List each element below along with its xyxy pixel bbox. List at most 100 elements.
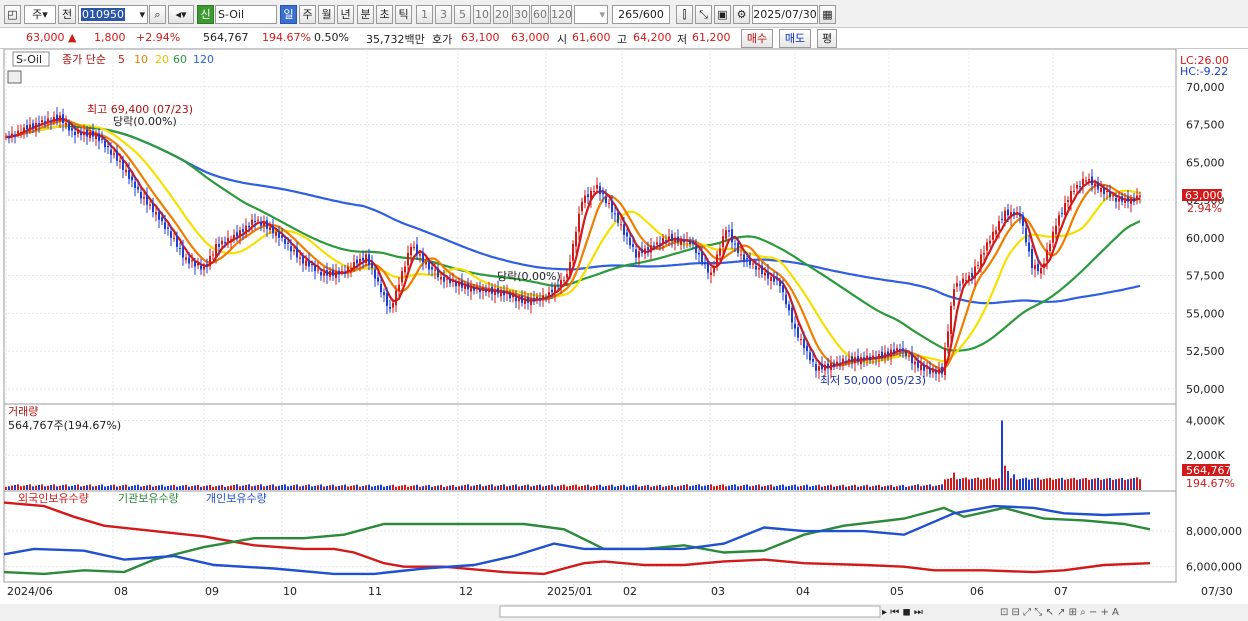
period-month[interactable]: 월 [318, 5, 335, 24]
volume-bar [1109, 477, 1111, 490]
candle-body [1019, 213, 1021, 217]
credit-badge[interactable]: 신 [197, 5, 214, 24]
candle-body [593, 191, 595, 192]
last-volume-tag [1182, 464, 1230, 476]
candle-body [191, 260, 193, 262]
volume-bar [200, 486, 202, 490]
interval-30[interactable]: 30 [512, 5, 530, 24]
buy-button[interactable]: 매수 [741, 29, 773, 48]
candle-body [272, 226, 274, 234]
interval-1[interactable]: 1 [416, 5, 433, 24]
date-field[interactable]: 2025/07/30 [752, 5, 818, 24]
code-input[interactable]: 010950 ▾ [78, 5, 148, 24]
volume-bar [635, 484, 637, 490]
interval-120[interactable]: 120 [550, 5, 572, 24]
candle-body [521, 295, 523, 303]
volume-bar [107, 485, 109, 490]
volume-bar [80, 486, 82, 490]
candle-body [1001, 218, 1003, 220]
candle-body [80, 132, 82, 136]
volume-bar [356, 484, 358, 490]
candle-body [677, 236, 679, 243]
candle-body [896, 348, 898, 351]
candle-body [863, 357, 865, 361]
volume-bar [884, 486, 886, 490]
name-field[interactable]: S-Oil [215, 5, 277, 24]
candle-body [659, 243, 661, 245]
candle-body [833, 363, 835, 367]
volume-bar [674, 486, 676, 490]
volume-bar [350, 485, 352, 490]
interval-5[interactable]: 5 [454, 5, 471, 24]
prev-button[interactable]: 전 [58, 5, 76, 24]
candle-body [392, 302, 394, 308]
volume-bar [110, 485, 112, 490]
period-minute[interactable]: 분 [357, 5, 374, 24]
interval-input[interactable]: ▾ [574, 5, 608, 24]
candle-body [29, 124, 31, 131]
candle-body [629, 237, 631, 246]
volume-bar [935, 485, 937, 490]
candle-body [518, 298, 520, 302]
search-icon[interactable]: ⌕ [149, 5, 166, 24]
speaker-icon[interactable]: ◂▾ [168, 5, 194, 24]
candle-body [149, 204, 151, 206]
candle-body [461, 280, 463, 288]
interval-20[interactable]: 20 [493, 5, 511, 24]
volume-bar [614, 486, 616, 490]
candle-body [845, 361, 847, 363]
candle-body [440, 277, 442, 280]
volume-bar [620, 485, 622, 490]
candle-body [302, 256, 304, 264]
volume-bar [1130, 478, 1132, 490]
volume-bar [215, 486, 217, 490]
layout-icon[interactable]: ◰ [4, 5, 21, 24]
interval-60[interactable]: 60 [531, 5, 549, 24]
sell-button[interactable]: 매도 [779, 29, 811, 48]
candle-body [623, 224, 625, 235]
volume-bar [497, 485, 499, 490]
candle-body [434, 269, 436, 271]
volume-bar [353, 485, 355, 490]
scroll-thumb[interactable] [499, 605, 881, 618]
volume-bar [134, 485, 136, 490]
candle-body [14, 134, 16, 136]
volume-bar [68, 486, 70, 490]
volume-bar [1052, 479, 1054, 490]
volume-bar [617, 486, 619, 490]
volume-bar [65, 484, 67, 490]
interval-10[interactable]: 10 [473, 5, 491, 24]
volume-bar [932, 486, 934, 490]
period-day[interactable]: 일 [280, 5, 297, 24]
volume-bar [14, 484, 16, 490]
scroll-controls-icon[interactable]: ▸ ⏮ ◼ ⏭ [882, 607, 923, 618]
candle-icon[interactable]: ⫿ [676, 5, 693, 24]
volume-bar [668, 485, 670, 490]
volume-bar [1070, 478, 1072, 490]
period-tick[interactable]: 틱 [395, 5, 412, 24]
volume-bar [188, 486, 190, 490]
volume-bar [212, 486, 214, 490]
holdings-y-tick: 8,000,000 [1186, 525, 1242, 538]
candle-body [980, 254, 982, 268]
calendar-icon[interactable]: ▦ [819, 5, 836, 24]
interval-3[interactable]: 3 [435, 5, 452, 24]
count-value: 265 [618, 8, 640, 21]
table-icon[interactable] [7, 70, 22, 84]
count-field[interactable]: 265/600 [612, 5, 670, 24]
volume-bar [683, 484, 685, 490]
draw-icon[interactable]: ⤡ [695, 5, 712, 24]
period-week[interactable]: 주 [299, 5, 316, 24]
volume-bar [962, 478, 964, 490]
candle-body [1022, 215, 1024, 226]
candle-body [938, 369, 940, 374]
candle-body [92, 130, 94, 137]
volume-bar [713, 486, 715, 490]
market-select[interactable]: 주▾ [24, 5, 56, 24]
period-second[interactable]: 초 [376, 5, 393, 24]
tools-icon[interactable]: ⊡ ⊟ ⤢ ⤡ ↖ ↗ ⊞ ⌕ − + A [1000, 607, 1119, 618]
gear-icon[interactable]: ⚙ [733, 5, 750, 24]
eval-button[interactable]: 평 [817, 29, 837, 48]
save-icon[interactable]: ▣ [714, 5, 731, 24]
period-year[interactable]: 년 [337, 5, 354, 24]
